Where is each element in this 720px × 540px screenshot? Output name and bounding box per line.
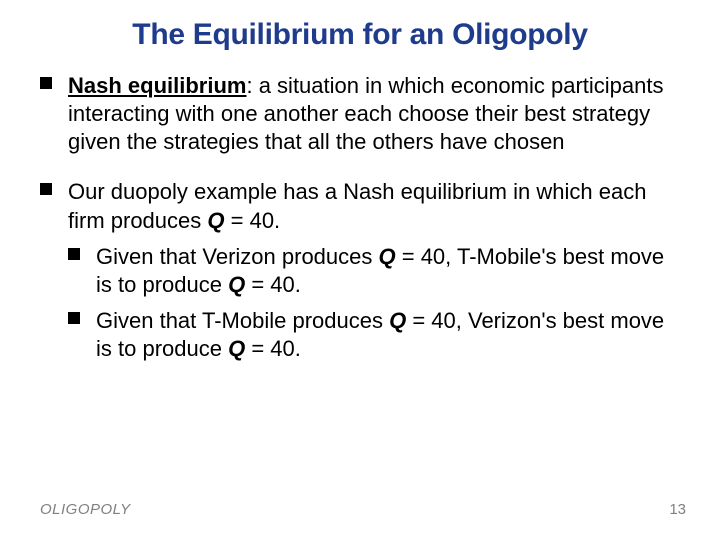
slide-title: The Equilibrium for an Oligopoly: [40, 18, 680, 52]
square-bullet-icon: [40, 183, 52, 195]
q-var: Q: [389, 308, 406, 333]
page-number: 13: [669, 501, 686, 518]
bullet-nash-equilibrium: Nash equilibrium: a situation in which e…: [40, 72, 680, 156]
slide: The Equilibrium for an Oligopoly Nash eq…: [0, 0, 720, 540]
sub2-pre: Given that T-Mobile produces: [96, 308, 389, 333]
sub-bullet-verizon: Given that Verizon produces Q = 40, T-Mo…: [68, 243, 680, 299]
q-var: Q: [228, 336, 245, 361]
text-pre: Our duopoly example has a Nash equilibri…: [68, 179, 646, 232]
eq-val: = 40.: [225, 208, 281, 233]
footer-label: OLIGOPOLY: [40, 501, 131, 518]
term-nash: Nash equilibrium: [68, 73, 246, 98]
square-bullet-icon: [40, 77, 52, 89]
sub-list: Given that Verizon produces Q = 40, T-Mo…: [68, 243, 680, 364]
bullet-list: Nash equilibrium: a situation in which e…: [40, 72, 680, 363]
q-var: Q: [207, 208, 224, 233]
square-bullet-icon: [68, 248, 80, 260]
q-var: Q: [379, 244, 396, 269]
sub-bullet-tmobile: Given that T-Mobile produces Q = 40, Ver…: [68, 307, 680, 363]
bullet2-text: Our duopoly example has a Nash equilibri…: [68, 179, 646, 232]
eq-val: = 40.: [245, 336, 301, 361]
q-var: Q: [228, 272, 245, 297]
sub1-pre: Given that Verizon produces: [96, 244, 379, 269]
square-bullet-icon: [68, 312, 80, 324]
bullet-duopoly: Our duopoly example has a Nash equilibri…: [40, 178, 680, 363]
eq-val: = 40.: [245, 272, 301, 297]
